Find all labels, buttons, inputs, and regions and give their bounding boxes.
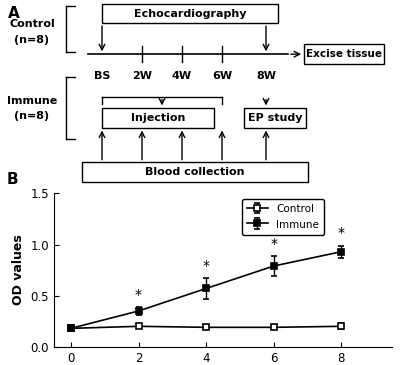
- Text: EP study: EP study: [248, 113, 302, 123]
- Text: 4W: 4W: [172, 72, 192, 81]
- Text: B: B: [7, 172, 18, 187]
- Text: (n=8): (n=8): [14, 35, 50, 45]
- Legend: Control, Immune: Control, Immune: [242, 199, 324, 235]
- FancyBboxPatch shape: [304, 45, 384, 64]
- Text: *: *: [338, 226, 345, 241]
- Text: Echocardiography: Echocardiography: [134, 8, 246, 19]
- Text: 2W: 2W: [132, 72, 152, 81]
- Text: Control: Control: [9, 19, 55, 29]
- Text: A: A: [8, 6, 20, 21]
- Text: Immune: Immune: [7, 96, 57, 105]
- Text: Blood collection: Blood collection: [145, 167, 245, 177]
- Y-axis label: OD values: OD values: [12, 235, 25, 306]
- Text: Excise tissue: Excise tissue: [306, 49, 382, 59]
- Text: *: *: [270, 237, 277, 251]
- Text: 8W: 8W: [256, 72, 276, 81]
- FancyBboxPatch shape: [102, 108, 214, 128]
- FancyBboxPatch shape: [102, 4, 278, 23]
- Text: 6W: 6W: [212, 72, 232, 81]
- Text: (n=8): (n=8): [14, 111, 50, 121]
- Text: Injection: Injection: [131, 113, 185, 123]
- FancyBboxPatch shape: [244, 108, 306, 128]
- Text: *: *: [135, 288, 142, 302]
- Text: *: *: [203, 259, 210, 273]
- FancyBboxPatch shape: [82, 162, 308, 182]
- Text: BS: BS: [94, 72, 110, 81]
